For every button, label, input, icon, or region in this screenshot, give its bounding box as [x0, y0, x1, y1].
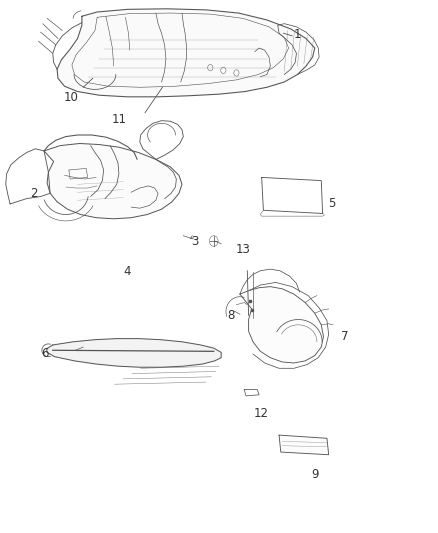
Polygon shape	[57, 9, 315, 97]
Text: 8: 8	[227, 309, 235, 322]
Text: 5: 5	[328, 197, 336, 211]
Polygon shape	[279, 435, 328, 455]
Text: 3: 3	[191, 235, 199, 247]
Text: 9: 9	[311, 468, 318, 481]
Text: 2: 2	[30, 187, 38, 200]
Text: 4: 4	[124, 265, 131, 278]
Polygon shape	[240, 287, 323, 363]
Polygon shape	[47, 338, 221, 367]
Polygon shape	[44, 143, 182, 219]
Text: 10: 10	[64, 91, 78, 104]
Text: 12: 12	[254, 407, 269, 421]
Text: 7: 7	[342, 330, 349, 343]
Text: 1: 1	[293, 28, 301, 41]
Text: 13: 13	[236, 243, 251, 255]
Text: 11: 11	[111, 112, 127, 126]
Text: 6: 6	[41, 348, 49, 360]
